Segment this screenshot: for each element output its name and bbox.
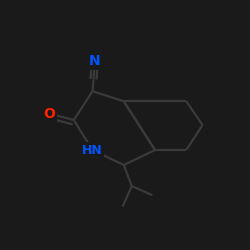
Text: N: N — [89, 54, 101, 68]
Text: HN: HN — [82, 144, 103, 156]
Text: O: O — [44, 107, 56, 121]
